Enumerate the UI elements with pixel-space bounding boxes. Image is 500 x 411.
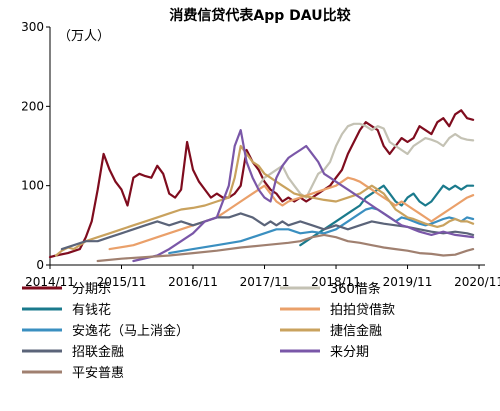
chart-title: 消费信贷代表App DAU比较: [169, 7, 350, 24]
y-tick-label: 200: [21, 99, 44, 113]
legend-label: 360借条: [330, 281, 381, 297]
y-unit-label: （万人）: [58, 29, 110, 44]
y-tick-label: 0: [36, 258, 44, 272]
x-tick-label: 2016/11: [168, 275, 218, 289]
legend-label: 拍拍贷借款: [330, 303, 395, 318]
legend-label: 平安普惠: [72, 366, 124, 381]
legend-label: 有钱花: [72, 302, 111, 318]
y-tick-label: 100: [21, 179, 44, 193]
legend-label: 安逸花（马上消金）: [72, 323, 189, 339]
series-line: [132, 129, 475, 263]
x-tick-label: 2017/11: [240, 275, 290, 289]
x-ticks: 2014/11 2015/11 2016/11 2017/11 2018/11 2019/…: [25, 265, 500, 289]
x-tick-label: 2018/11: [311, 275, 361, 289]
series-line: [54, 144, 475, 257]
y-ticks: 0 100 200 300: [21, 20, 50, 272]
series-lines: [48, 109, 475, 263]
legend-label: 招联金融: [72, 344, 124, 360]
legend-label: 捷信金融: [330, 323, 382, 339]
x-tick-label: 2015/11: [97, 275, 147, 289]
series-line: [299, 184, 475, 247]
x-tick-label: 2019/11: [383, 275, 433, 289]
x-tick-label: 2020/11: [454, 275, 500, 289]
y-tick-label: 300: [21, 20, 44, 34]
x-tick-label: 2014/11: [25, 275, 75, 289]
series-line: [96, 233, 475, 263]
legend-label: 分期乐: [72, 282, 111, 297]
series-line: [108, 176, 475, 251]
legend-label: 来分期: [330, 345, 369, 360]
series-line: [257, 122, 475, 199]
series-line: [48, 109, 475, 259]
